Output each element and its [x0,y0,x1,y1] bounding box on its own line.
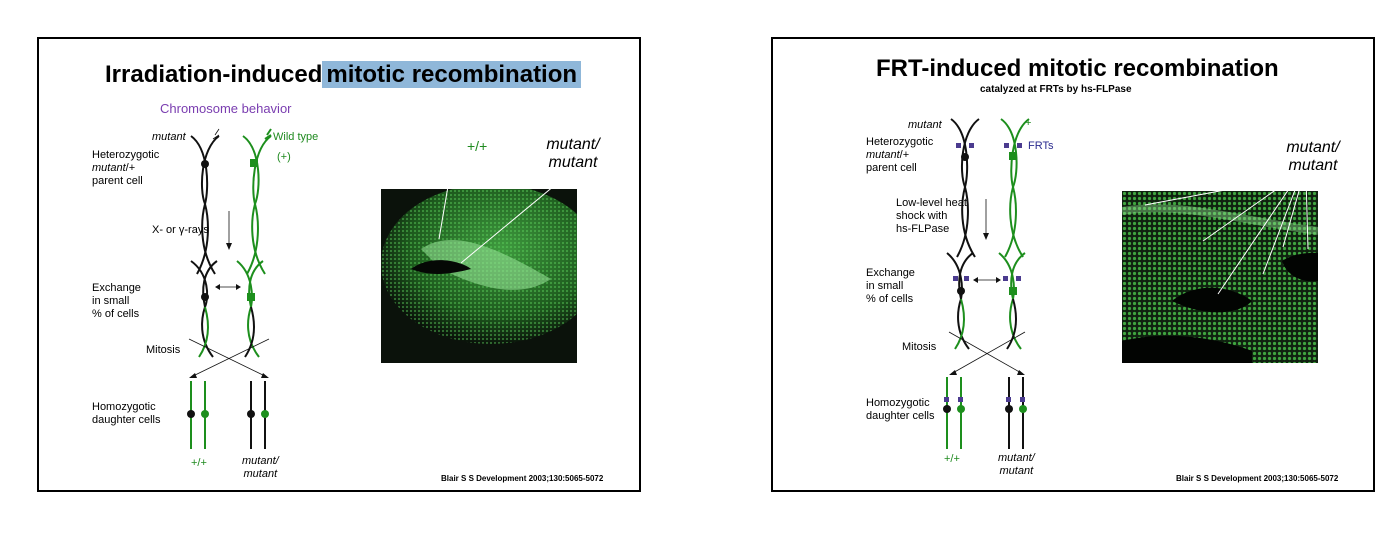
img-mutant-label: mutant/ mutant [546,136,600,171]
xray-label: X- or γ-rays [152,224,209,236]
citation-2: Blair S S Development 2003;130:5065-5072 [1176,474,1339,483]
heat-shock-label: Low-level heat shock with hs-FLPase [896,197,967,235]
img-mutant-label-2: mutant/ mutant [1286,139,1340,174]
chromosome-behavior-label: Chromosome behavior [160,101,292,116]
exchange-label-2: Exchange in small % of cells [866,267,915,305]
bottom-plus-label: +/+ [191,457,207,469]
mutant-label-2: mutant [908,119,942,131]
bottom-mutant-label-2: mutant/ mutant [998,452,1035,477]
slide2-subtitle: catalyzed at FRTs by hs-FLPase [980,84,1132,95]
micrograph-image-2 [1122,191,1318,363]
slide2-title: FRT-induced mitotic recombination [876,55,1279,82]
homozygotic-label: Homozygotic daughter cells [92,401,161,426]
mitosis-label: Mitosis [146,344,181,356]
title-plain: Irradiation-induced [105,61,323,88]
bottom-mutant-label: mutant/ mutant [242,455,279,480]
centromere-wt [250,159,258,167]
slide-irradiation: Irradiation-induced mitotic recombination… [37,37,641,492]
chromosome-diagram [187,128,272,449]
slide1-title: Irradiation-induced mitotic recombination [105,61,582,89]
centromere-mutant [201,160,209,168]
frts-label: FRTs [1028,140,1054,152]
micrograph-pointers [438,156,567,264]
mitosis-label-2: Mitosis [902,341,937,353]
heterozygotic-label: Heterozygotic mutant/+ parent cell [92,149,160,187]
title-highlight: mitotic recombination [322,61,582,88]
img-plus-label: +/+ [467,138,488,154]
slide-frt: FRT-induced mitotic recombination cataly… [771,37,1375,492]
exchange-label: Exchange in small % of cells [92,282,141,320]
bottom-plus-label-2: +/+ [944,453,960,465]
citation: Blair S S Development 2003;130:5065-5072 [441,474,604,483]
wild-type-label: Wild type [273,131,319,143]
mutant-label: mutant [152,131,186,143]
frt-chromosome-diagram [943,118,1030,449]
plus-paren-label: (+) [277,151,291,163]
micrograph-pointers-2 [1144,176,1309,295]
micrograph-image [381,189,577,363]
heterozygotic-label-2: Heterozygotic mutant/+ parent cell [866,136,934,174]
homozygotic-label-2: Homozygotic daughter cells [866,397,935,422]
plus-label: + [1025,117,1032,129]
